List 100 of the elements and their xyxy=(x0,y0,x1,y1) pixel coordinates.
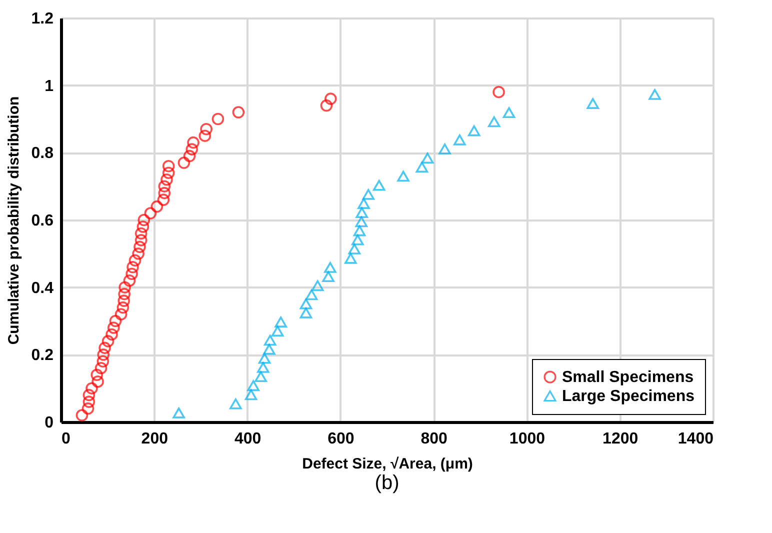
point xyxy=(198,130,212,142)
x-tick-label: 1200 xyxy=(602,430,638,448)
point xyxy=(157,194,170,206)
text: (b) xyxy=(374,472,400,494)
legend-label: Small Specimens xyxy=(562,369,694,386)
point xyxy=(86,382,98,394)
point xyxy=(90,368,104,381)
point xyxy=(274,316,287,328)
legend-label: Large Specimens xyxy=(562,388,695,405)
point xyxy=(305,289,318,300)
point xyxy=(150,200,164,213)
point xyxy=(126,268,138,280)
point xyxy=(94,362,108,374)
point xyxy=(97,348,110,361)
point xyxy=(263,344,276,355)
point xyxy=(586,98,599,109)
x-tick-label: 1400 xyxy=(678,430,714,448)
y-axis-title: Cumulative probability distribution xyxy=(5,96,22,345)
point xyxy=(358,198,370,209)
y-tick-label: 1.2 xyxy=(31,10,54,28)
point xyxy=(438,144,451,154)
x-tick-label: 0 xyxy=(62,430,70,448)
point xyxy=(300,307,312,318)
y-tick-label: 1 xyxy=(44,78,54,95)
point xyxy=(158,186,171,200)
point xyxy=(492,86,505,98)
point xyxy=(92,375,104,388)
point xyxy=(200,122,212,136)
point xyxy=(311,280,324,292)
point xyxy=(352,234,364,246)
point xyxy=(322,271,334,282)
y-tick-label: 0.6 xyxy=(31,212,54,230)
x-tick-label: 200 xyxy=(141,430,168,448)
point xyxy=(123,274,136,287)
point xyxy=(144,207,157,220)
point xyxy=(186,143,198,156)
point xyxy=(162,160,175,172)
point xyxy=(397,170,410,182)
point xyxy=(102,335,114,348)
point xyxy=(118,294,130,307)
point xyxy=(183,150,196,162)
point xyxy=(353,225,366,236)
point xyxy=(76,409,88,422)
x-axis-title: Defect Size, √Area, (μm) xyxy=(302,456,473,472)
point xyxy=(232,106,245,118)
point xyxy=(128,254,142,267)
point xyxy=(348,244,361,254)
point xyxy=(187,136,200,149)
point xyxy=(254,371,267,382)
point xyxy=(82,388,96,402)
point xyxy=(106,328,118,341)
point xyxy=(372,180,386,191)
point xyxy=(118,281,131,294)
point xyxy=(300,298,312,310)
point xyxy=(264,334,276,346)
point xyxy=(416,162,428,173)
point xyxy=(158,180,171,192)
point xyxy=(258,352,271,364)
point xyxy=(355,216,368,228)
point xyxy=(648,88,661,100)
point xyxy=(344,252,357,264)
point xyxy=(362,188,375,200)
point xyxy=(421,152,434,164)
x-tick-label: 400 xyxy=(234,430,262,448)
point xyxy=(230,398,242,410)
point xyxy=(138,214,150,226)
point xyxy=(256,362,270,373)
point xyxy=(212,112,224,126)
point xyxy=(96,355,110,368)
point xyxy=(114,308,128,320)
point xyxy=(160,173,173,186)
y-tick-label: 0.4 xyxy=(31,280,54,297)
y-tick-label: 0.2 xyxy=(31,347,54,364)
point xyxy=(488,116,500,128)
point xyxy=(98,342,111,354)
point xyxy=(132,248,144,260)
point xyxy=(109,314,122,328)
point xyxy=(468,125,480,136)
point xyxy=(116,301,130,314)
point xyxy=(107,322,120,334)
point xyxy=(162,166,175,179)
point xyxy=(178,156,190,169)
x-tick-label: 800 xyxy=(420,430,448,448)
point xyxy=(172,407,185,418)
point xyxy=(271,326,284,337)
point xyxy=(502,107,516,118)
x-tick-label: 600 xyxy=(328,430,354,448)
point xyxy=(320,99,333,112)
point xyxy=(244,389,258,400)
point xyxy=(136,220,150,233)
point xyxy=(134,240,146,254)
point xyxy=(82,402,94,415)
point xyxy=(134,227,148,240)
point xyxy=(324,262,336,273)
point xyxy=(82,396,96,408)
point xyxy=(324,92,337,105)
point xyxy=(454,134,466,146)
x-tick-label: 1000 xyxy=(509,430,546,448)
y-tick-label: 0 xyxy=(44,414,54,432)
point xyxy=(126,261,139,274)
